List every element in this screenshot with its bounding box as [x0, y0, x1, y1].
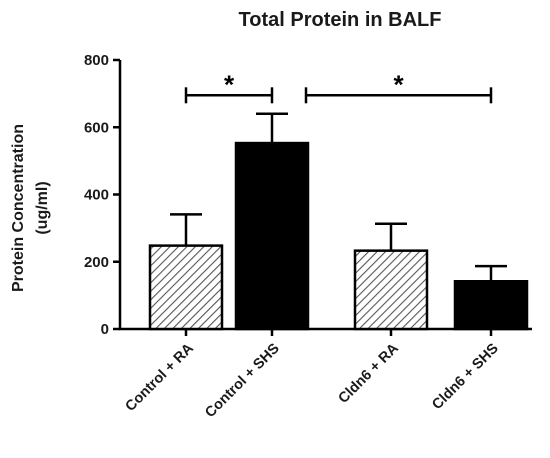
y-tick-label: 400 — [84, 187, 109, 204]
significance-star: * — [224, 69, 235, 99]
y-axis-label-line1: Protein Concentration — [10, 124, 27, 292]
plot-area: 0 200 400 600 800 Control + RA Control + SHS Cl… — [84, 52, 532, 421]
y-axis-label-line2: (ug/ml) — [34, 181, 51, 234]
y-tick-label: 800 — [84, 52, 109, 69]
x-category-label: Cldn6 + SHS — [429, 340, 502, 413]
x-category-label: Control + RA — [123, 340, 198, 415]
bar — [148, 244, 224, 331]
y-tick-label: 0 — [101, 321, 109, 338]
bar — [353, 249, 429, 331]
chart-title: Total Protein in BALF — [239, 9, 442, 31]
x-category-label: Cldn6 + RA — [336, 340, 403, 407]
y-tick-label: 600 — [84, 119, 109, 136]
x-category-label: Control + SHS — [202, 340, 283, 421]
y-axis-label: Protein Concentration (ug/ml) — [10, 124, 51, 292]
significance-star: * — [393, 69, 404, 99]
y-tick-label: 200 — [84, 254, 109, 271]
bar — [453, 280, 529, 331]
bar — [234, 141, 310, 331]
